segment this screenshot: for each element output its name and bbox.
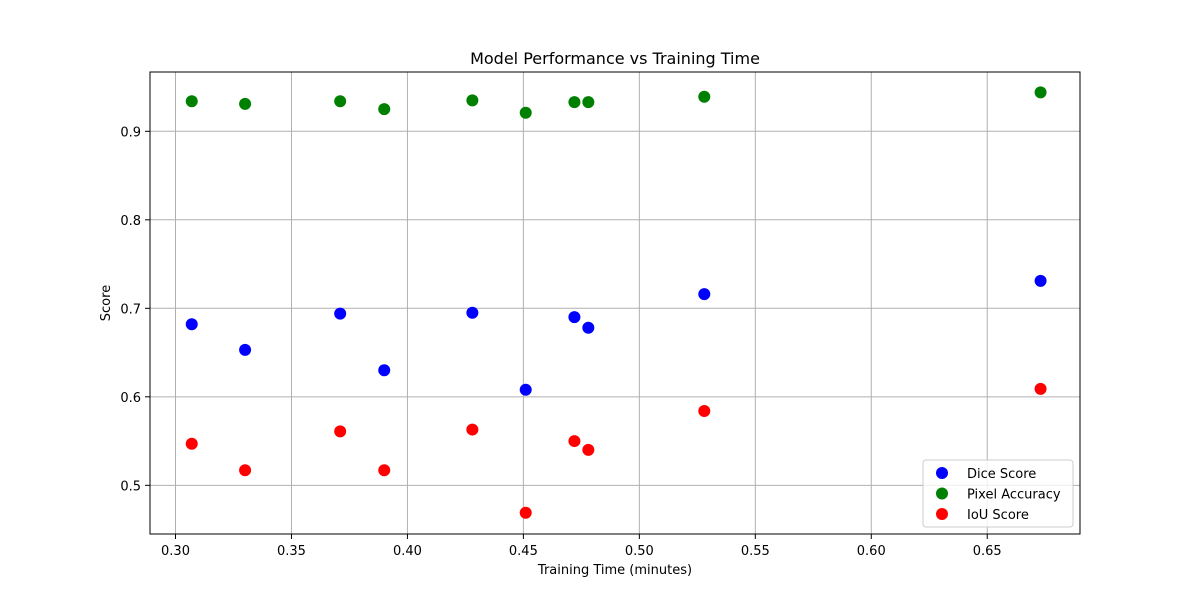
legend-label: Dice Score (967, 467, 1036, 482)
y-tick-label: 0.7 (120, 302, 141, 317)
y-axis-title: Score (99, 285, 114, 321)
x-tick-label: 0.50 (625, 544, 654, 559)
y-tick-label: 0.5 (120, 479, 141, 494)
iou-score-point (568, 435, 581, 448)
pixel-accuracy-point (519, 106, 532, 119)
y-tick-label: 0.8 (120, 214, 141, 229)
iou-score-point (466, 423, 479, 436)
dice-score-point (239, 343, 252, 356)
chart-title: Model Performance vs Training Time (470, 49, 760, 68)
legend-marker (936, 508, 948, 520)
ticks-layer: 0.30 0.35 0.40 0.45 0.50 0.55 0.60 0.65 0.5 0.6 0.… (120, 125, 1001, 559)
legend-marker (936, 487, 948, 500)
x-axis-title: Training Time (minutes) (537, 563, 692, 578)
x-tick-label: 0.60 (857, 544, 886, 559)
pixel-accuracy-point (239, 97, 252, 110)
iou-score-point (239, 464, 252, 477)
legend-box (922, 459, 1074, 528)
legend-label: Pixel Accuracy (967, 488, 1061, 503)
pixel-accuracy-point (582, 96, 595, 109)
x-tick-label: 0.65 (973, 544, 1002, 559)
iou-score-point (1034, 382, 1047, 395)
dice-score-point (1034, 274, 1047, 287)
pixel-accuracy-point (466, 94, 479, 107)
dice-score-point (334, 307, 347, 320)
pixel-accuracy-point (185, 95, 198, 108)
pixel-accuracy-point (568, 96, 581, 109)
legend: Dice Score Pixel Accuracy IoU Score (922, 459, 1074, 528)
dice-score-point (378, 364, 391, 377)
pixel-accuracy-point (378, 103, 391, 116)
y-tick-label: 0.9 (120, 125, 141, 140)
pixel-accuracy-point (698, 90, 711, 103)
iou-score-point (698, 404, 711, 417)
x-tick-label: 0.45 (509, 544, 538, 559)
x-tick-label: 0.30 (161, 544, 190, 559)
points-layer (185, 86, 1047, 519)
pixel-accuracy-point (1034, 86, 1047, 99)
iou-score-point (378, 464, 391, 477)
x-tick-label: 0.55 (741, 544, 770, 559)
y-tick-label: 0.6 (120, 391, 141, 406)
dice-score-point (582, 321, 595, 334)
grid-layer (150, 72, 1080, 534)
dice-score-point (519, 383, 532, 396)
legend-label: IoU Score (967, 508, 1029, 523)
x-tick-label: 0.40 (393, 544, 422, 559)
iou-score-point (185, 437, 198, 450)
legend-marker (936, 467, 948, 479)
iou-score-point (334, 425, 347, 438)
dice-score-point (568, 311, 581, 324)
pixel-accuracy-point (334, 95, 347, 108)
dice-score-point (698, 288, 711, 301)
dice-score-point (185, 318, 198, 331)
x-tick-label: 0.35 (277, 544, 306, 559)
iou-score-point (582, 443, 595, 456)
iou-score-point (519, 506, 532, 519)
dice-score-point (466, 306, 479, 319)
plot-frame (149, 71, 1081, 535)
